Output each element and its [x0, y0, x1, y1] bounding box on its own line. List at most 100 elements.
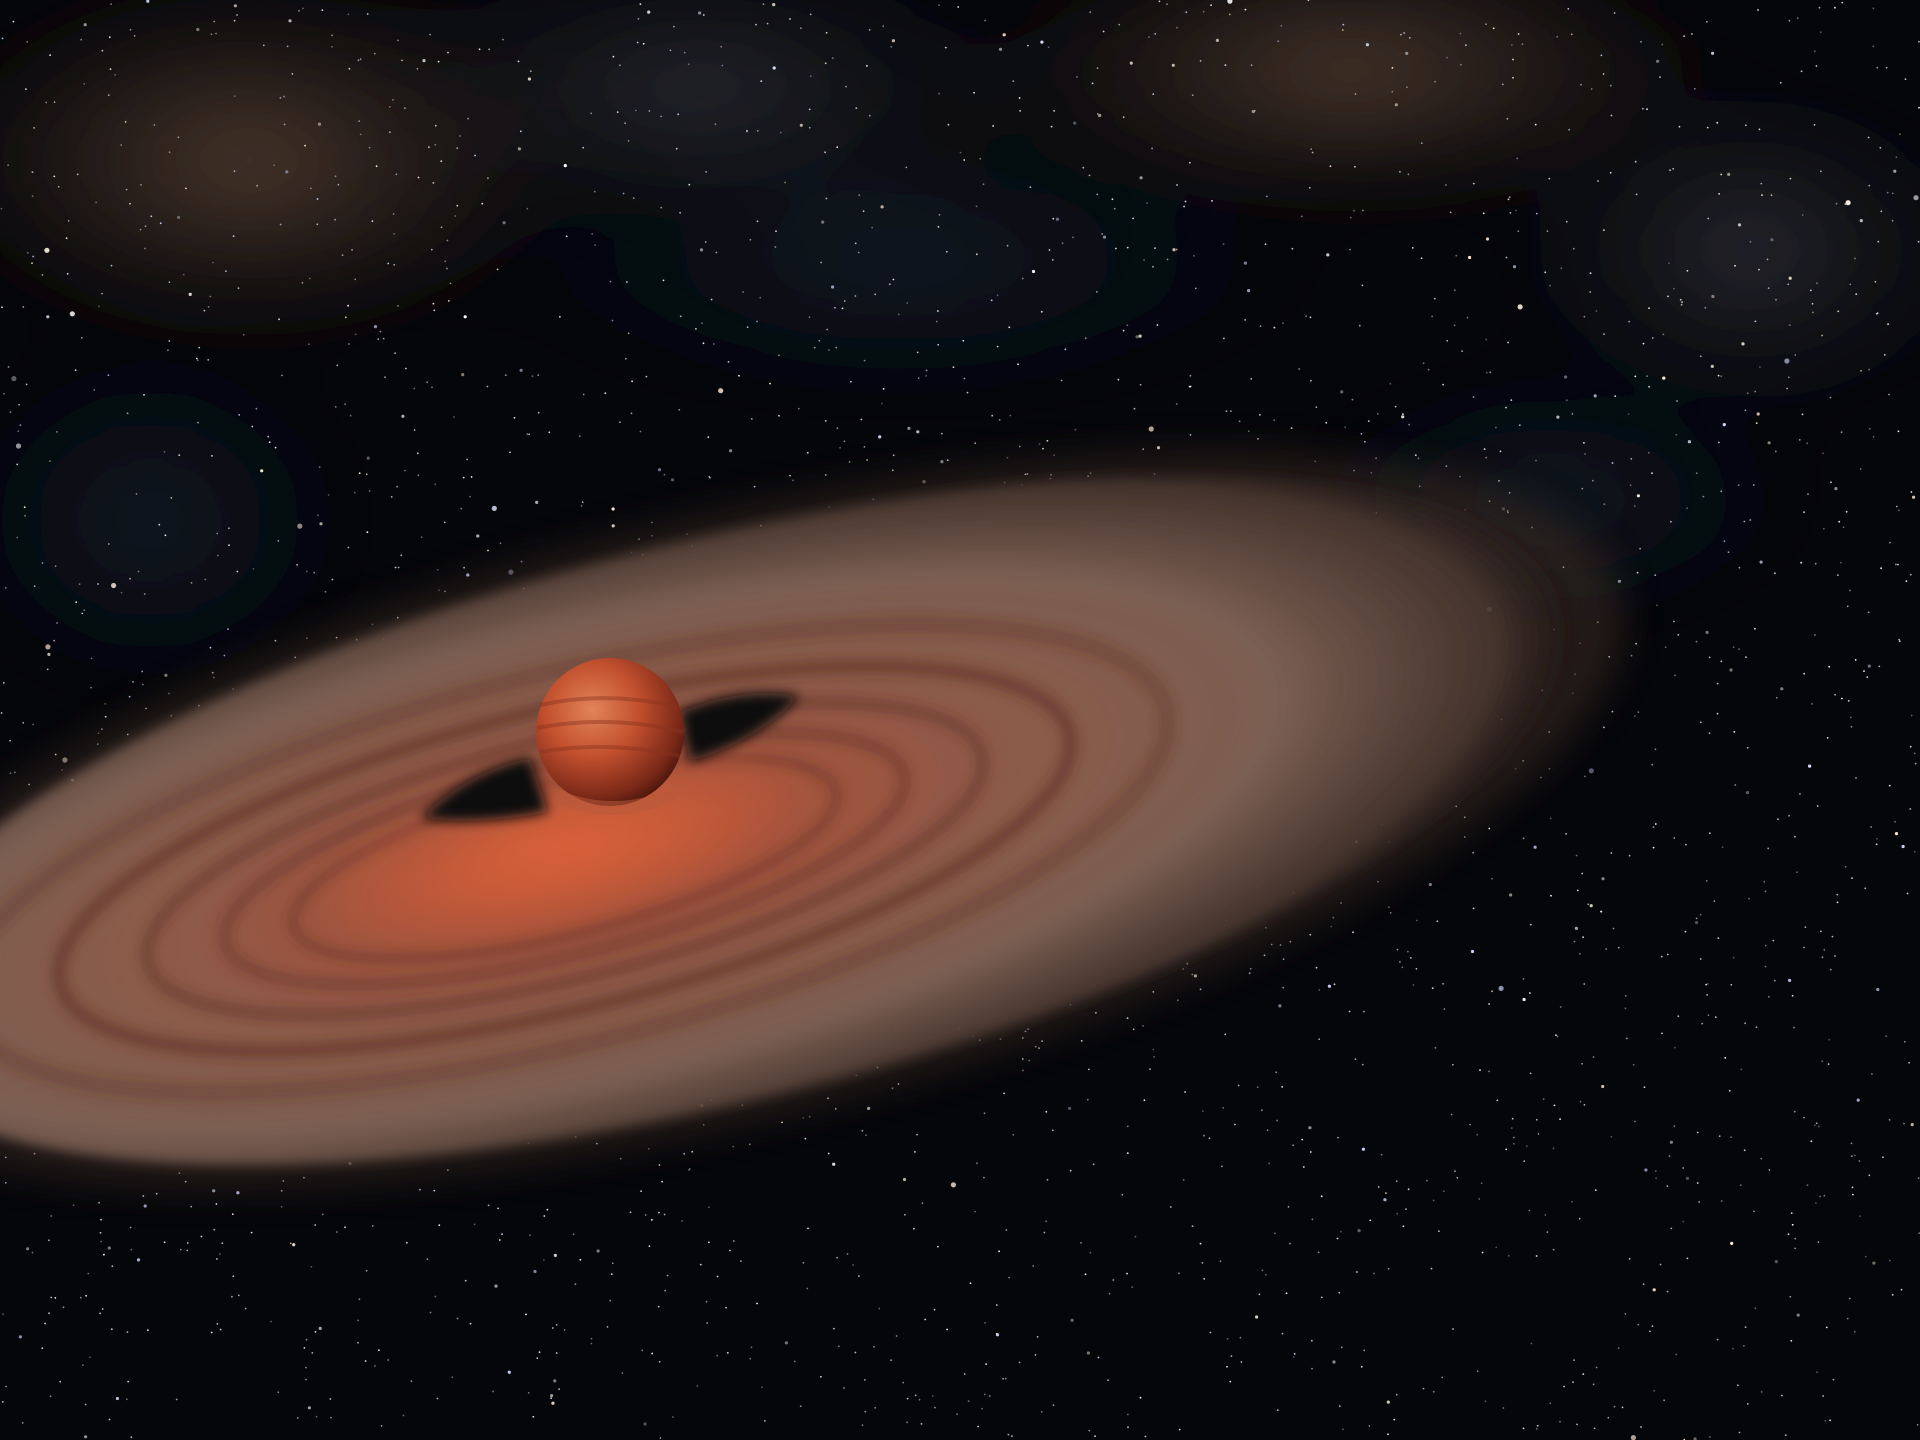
star [428, 146, 430, 149]
star [446, 267, 448, 270]
star [434, 143, 437, 146]
star [124, 121, 127, 123]
star [1152, 265, 1154, 268]
star [1813, 1124, 1816, 1127]
star [1098, 113, 1102, 118]
star [1814, 634, 1816, 636]
star [1230, 410, 1232, 412]
star [168, 281, 171, 283]
star [1859, 1215, 1861, 1217]
star [1084, 337, 1087, 340]
star [1482, 212, 1485, 215]
star [673, 25, 675, 28]
star [1880, 567, 1882, 570]
star [834, 1108, 837, 1110]
star [1055, 217, 1060, 221]
star [756, 220, 759, 223]
star [236, 1191, 240, 1195]
star [499, 542, 502, 545]
star [647, 1148, 650, 1150]
star [1630, 654, 1633, 657]
star [1651, 337, 1654, 339]
star [1716, 682, 1719, 685]
star [417, 176, 420, 179]
star [12, 20, 15, 23]
star [843, 1387, 845, 1389]
star [1646, 375, 1648, 377]
star [1522, 978, 1525, 980]
star [1707, 1014, 1710, 1016]
star [1293, 1353, 1296, 1355]
star [280, 1206, 283, 1208]
star [688, 1168, 691, 1170]
star [1721, 846, 1724, 849]
star [529, 1234, 531, 1237]
star [390, 496, 393, 498]
star [1018, 97, 1021, 99]
star [702, 14, 705, 16]
star [1788, 978, 1792, 983]
star [175, 1398, 178, 1401]
star [144, 225, 147, 228]
star [1152, 1048, 1155, 1051]
star [473, 1223, 476, 1226]
star [1733, 731, 1736, 733]
star [1135, 335, 1139, 339]
star [1510, 1127, 1513, 1129]
star [1794, 354, 1797, 356]
star [1115, 247, 1117, 250]
star [891, 469, 894, 472]
star [517, 147, 522, 151]
star [1414, 454, 1417, 456]
star [1270, 943, 1273, 946]
star [637, 18, 640, 20]
star [1603, 229, 1605, 232]
star [1391, 90, 1394, 93]
star [1017, 363, 1019, 366]
star [1581, 872, 1584, 875]
star [358, 1298, 361, 1301]
star [774, 246, 777, 248]
star [611, 1262, 614, 1265]
star [1256, 1086, 1259, 1088]
star [639, 430, 642, 433]
star [1590, 88, 1593, 90]
star [1722, 423, 1726, 427]
star [1810, 1140, 1813, 1143]
star [129, 1226, 132, 1229]
star [1443, 1008, 1446, 1010]
star [1633, 715, 1636, 717]
star [347, 304, 349, 307]
star [759, 296, 762, 299]
star [1813, 50, 1816, 53]
star [1669, 1140, 1673, 1144]
star [846, 1253, 849, 1255]
star [1611, 462, 1614, 464]
star [1788, 276, 1792, 280]
star [1621, 1406, 1624, 1409]
star [1579, 953, 1581, 955]
star [267, 435, 270, 438]
star [233, 170, 236, 173]
star [16, 536, 19, 539]
star [365, 1269, 368, 1272]
star [432, 182, 435, 184]
star [1761, 194, 1763, 197]
star [1764, 944, 1767, 947]
star [1706, 126, 1709, 129]
star [1572, 247, 1575, 250]
star [706, 1322, 708, 1324]
star [31, 1251, 34, 1254]
star [1002, 1377, 1004, 1380]
star [144, 247, 146, 250]
star [1360, 433, 1363, 435]
star [1686, 1257, 1689, 1260]
star [892, 278, 895, 281]
star [1086, 1098, 1089, 1101]
star [701, 322, 703, 325]
star [998, 1250, 1000, 1253]
star [430, 248, 433, 251]
star [517, 60, 520, 63]
star [1485, 371, 1488, 374]
star [1227, 0, 1233, 4]
